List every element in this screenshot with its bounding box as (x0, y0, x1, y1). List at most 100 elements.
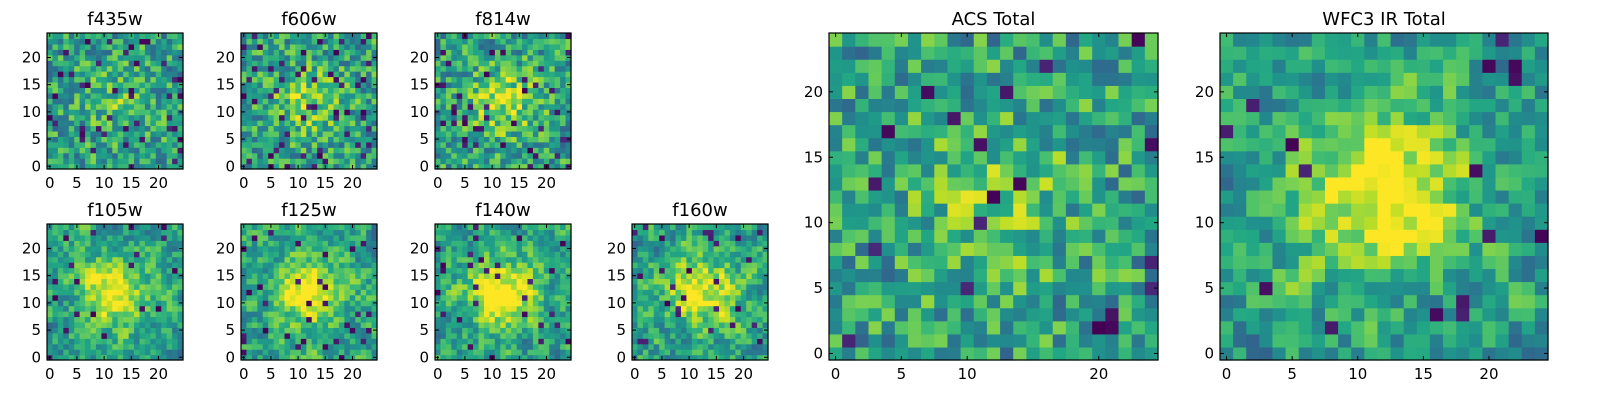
heatmap-cell (284, 240, 291, 247)
heatmap-cell (284, 163, 291, 170)
heatmap-cell (279, 114, 286, 121)
heatmap-cell (155, 321, 162, 328)
heatmap-cell (947, 176, 962, 191)
heatmap-cell (144, 49, 151, 56)
heatmap-cell (483, 300, 490, 307)
heatmap-cell (632, 289, 639, 296)
heatmap-cell (686, 251, 693, 258)
heatmap-cell (371, 289, 378, 296)
heatmap-cell (79, 152, 86, 159)
heatmap-cell (522, 33, 529, 40)
heatmap-cell (560, 130, 567, 137)
heatmap-cell (456, 71, 463, 78)
heatmap-cell (349, 262, 356, 269)
heatmap-cell (311, 240, 318, 247)
heatmap-cell (101, 234, 108, 241)
panel-title: f105w (87, 200, 142, 221)
heatmap-cell (366, 92, 373, 99)
heatmap-cell (317, 289, 324, 296)
heatmap-cell (642, 332, 649, 339)
heatmap-cell (155, 267, 162, 274)
heatmap-cell (713, 256, 720, 263)
heatmap-cell (659, 256, 666, 263)
heatmap-cell (355, 311, 362, 318)
heatmap-cell (166, 109, 173, 116)
heatmap-cell (751, 311, 758, 318)
heatmap-cell (166, 92, 173, 99)
heatmap-cell (478, 120, 485, 127)
heatmap-cell (360, 234, 367, 241)
heatmap-cell (366, 245, 373, 252)
heatmap-cell (762, 256, 769, 263)
heatmap-cell (371, 316, 378, 323)
heatmap-cell (435, 267, 442, 274)
heatmap-cell (47, 251, 54, 258)
heatmap-cell (1013, 203, 1027, 217)
heatmap-cell (560, 245, 567, 252)
heatmap-cell (47, 114, 54, 121)
x-tick-label: 0 (433, 174, 443, 192)
heatmap-cell (757, 354, 764, 361)
panel-title: f160w (672, 200, 727, 221)
heatmap-cell (1013, 163, 1027, 178)
heatmap-cells (241, 224, 378, 361)
heatmap-cell (532, 65, 539, 72)
heatmap-cell (355, 92, 362, 99)
heatmap-cell (680, 240, 687, 247)
heatmap-cell (511, 240, 518, 247)
heatmap-cell (1118, 216, 1133, 230)
heatmap-cell (101, 338, 108, 345)
heatmap-cell (333, 65, 340, 72)
heatmap-cell (344, 240, 351, 247)
x-tick-label: 20 (149, 365, 168, 383)
heatmap-cell (128, 120, 135, 127)
heatmap-cell (697, 327, 704, 334)
heatmap-cell (85, 136, 92, 143)
heatmap-cell (642, 272, 649, 279)
heatmap-cell (713, 283, 720, 290)
heatmap-cell (680, 311, 687, 318)
heatmap-cell (328, 152, 335, 159)
heatmap-cell (467, 92, 474, 99)
heatmap-cell (90, 240, 97, 247)
heatmap-cell (166, 49, 173, 56)
heatmap-cell (79, 163, 86, 170)
heatmap-cell (659, 245, 666, 252)
heatmap-cell (268, 38, 275, 45)
heatmap-cell (670, 267, 677, 274)
heatmap-cell (262, 114, 269, 121)
heatmap-cell (560, 87, 567, 94)
heatmap-cell (338, 98, 345, 105)
heatmap-cell (317, 71, 324, 78)
heatmap-cell (445, 103, 452, 110)
heatmap-cell (150, 65, 157, 72)
heatmap-cell (473, 103, 480, 110)
heatmap-cell (144, 332, 151, 339)
heatmap-cell (462, 245, 469, 252)
heatmap-cell (150, 267, 157, 274)
heatmap-cell (500, 65, 507, 72)
heatmap-cell (300, 38, 307, 45)
heatmap-cell (322, 152, 329, 159)
heatmap-cell (489, 300, 496, 307)
heatmap-cell (262, 54, 269, 61)
heatmap-cell (735, 272, 742, 279)
heatmap-cell (79, 65, 86, 72)
heatmap-cell (161, 262, 168, 269)
heatmap-cell (79, 71, 86, 78)
heatmap-cell (90, 65, 97, 72)
heatmap-cell (90, 234, 97, 241)
y-tick-label: 5 (419, 130, 429, 148)
heatmap-cell (166, 229, 173, 236)
heatmap-cell (1092, 216, 1106, 230)
heatmap-cell (1079, 163, 1093, 178)
heatmap-cell (300, 267, 307, 274)
heatmap-cell (85, 278, 92, 285)
heatmap-cell (960, 176, 975, 191)
heatmap-cell (95, 229, 102, 236)
heatmap-cell (729, 343, 736, 350)
heatmap-cell (251, 147, 258, 154)
heatmap-cell (473, 76, 480, 83)
heatmap-cell (251, 49, 258, 56)
heatmap-cell (740, 332, 747, 339)
